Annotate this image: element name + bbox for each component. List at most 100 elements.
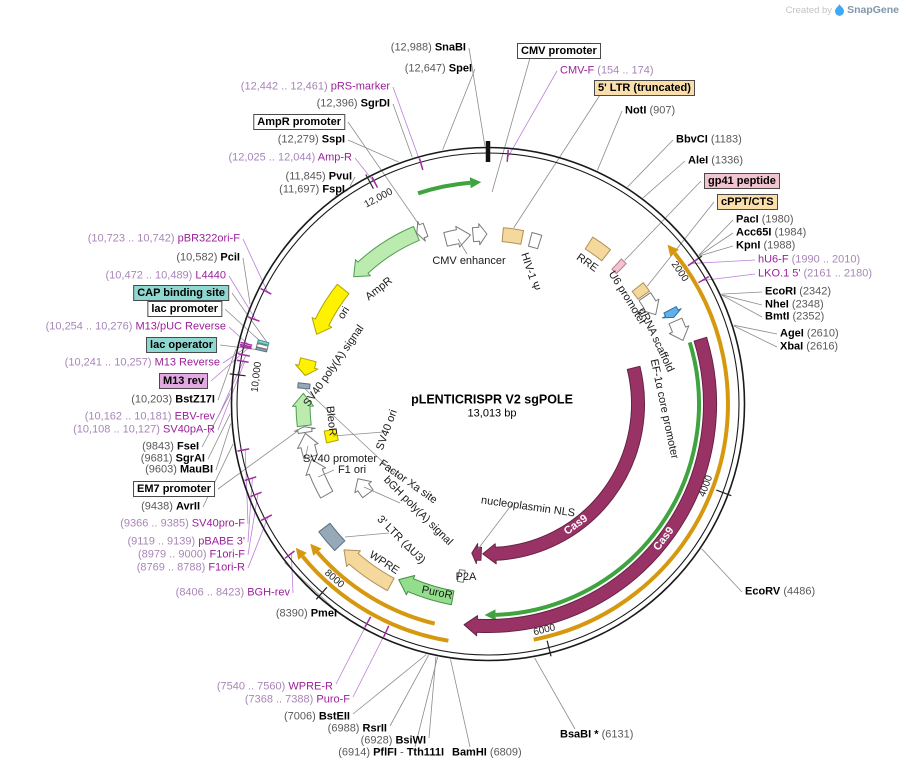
leader-5-ltr-truncated-label [513, 94, 601, 229]
callout-rsrii-text: RsrII [362, 722, 387, 735]
callout-sgrdi-text: SgrDI [360, 97, 390, 110]
callout-ecori: EcoRI (2342) [765, 286, 831, 299]
callout-lko-1-5-text: (2161 .. 2180) [803, 267, 873, 280]
feature-ori [311, 283, 350, 335]
primer-tick-l4440 [248, 316, 260, 322]
callout-sgrdi: (12,396) SgrDI [317, 98, 390, 111]
feature-em7-promoter [293, 426, 316, 434]
orf-green-top-arrowhead [469, 177, 482, 189]
callout-ecorv-text: (4486) [783, 585, 816, 598]
callout-m13-reverse-text: M13 Reverse [154, 356, 220, 369]
callout-cmv-f: CMV-F (154 .. 174) [560, 65, 654, 78]
tick-8000 [315, 586, 328, 600]
callout-ampr-promoter-label: AmpR promoter [253, 114, 345, 130]
callout-avrii: (9438) AvrII [141, 501, 200, 514]
bleor-label: BleoR [324, 405, 339, 436]
callout-ampr-promoter-label-text: AmpR promoter [257, 116, 341, 128]
leader-m13-reverse [222, 345, 249, 364]
callout-fsei-text: (9843) [142, 440, 177, 453]
orf-green-top [417, 180, 471, 196]
orf-gold-left-outer-arrowhead [295, 547, 307, 560]
callout-spei: (12,647) SpeI [405, 63, 472, 76]
primer-tick-wpre-r [364, 616, 372, 628]
leader-sspi [347, 139, 399, 163]
callout-f1ori-r-text: F1ori-R [208, 561, 245, 574]
callout-pbabe-3-text: pBABE 3' [198, 535, 245, 548]
callout-ebv-rev-text: (10,162 .. 10,181) [84, 410, 175, 423]
leader-sgrai [207, 413, 231, 460]
primer-tick-m13-puc-reverse [240, 341, 253, 347]
callout-ecori-text: (2342) [799, 285, 832, 298]
callout-fsei: (9843) FseI [142, 441, 199, 454]
primer-tick-pbabe-3 [244, 476, 257, 482]
callout-cmv-promoter-label-text: CMV promoter [521, 45, 597, 57]
callout-maubi-text: MauBI [180, 463, 213, 476]
callout-bsiwi: (6928) BsiWI [361, 735, 426, 748]
callout-pmei-text: PmeI [310, 607, 337, 620]
inner-leader-6 [344, 532, 390, 538]
callout-xbai-text: (2616) [806, 340, 839, 353]
feature-ampr-promoter [416, 221, 429, 242]
feature-cas9-inner [482, 365, 645, 565]
leader-bamhi [450, 659, 471, 748]
callout-nhei: NheI (2348) [765, 299, 824, 312]
leader-bbvci [627, 139, 674, 188]
inner-leader-1 [332, 431, 385, 437]
feature-cppt-cts [631, 282, 650, 300]
callout-acc65i: Acc65I (1984) [736, 227, 806, 240]
callout-bsabi-text: (6131) [601, 728, 634, 741]
callout-cmv-f-text: (154 .. 174) [597, 64, 654, 77]
snapgene-logo-icon [835, 4, 845, 16]
callout-bgh-rev-text: (8406 .. 8423) [175, 586, 248, 599]
feature-lac-promoter [256, 342, 269, 350]
callout-m13-rev-label-text: M13 rev [163, 375, 204, 387]
callout-pflfi-tth111i: (6914) PflFI - Tth111I [338, 747, 444, 760]
callout-bsiwi-text: (6928) [360, 734, 396, 747]
tick-10,000 [229, 373, 246, 377]
feature-cap-binding-site [257, 339, 270, 346]
callout-em7-promoter-label-text: EM7 promoter [137, 483, 211, 495]
primer-tick-cmv-f [506, 149, 509, 162]
callout-m13-reverse-text: (10,241 .. 10,257) [64, 356, 155, 369]
callout-pmei-text: (8390) [275, 607, 311, 620]
callout-f1ori-f-text: F1ori-F [209, 548, 245, 561]
callout-pflfi-tth111i-text: - [396, 746, 407, 759]
leader-pflfi-tth111i [414, 656, 438, 748]
callout-f1ori-f-text: (8979 .. 9000) [137, 548, 210, 561]
primer-tick-puro-f [383, 625, 390, 638]
feature-bleor [292, 392, 314, 428]
callout-wpre-r-text: (7540 .. 7560) [216, 680, 289, 693]
callout-kpni: KpnI (1988) [736, 240, 795, 253]
leader-bsiwi [428, 656, 437, 739]
callout-xbai: XbaI (2616) [780, 341, 838, 354]
leader-f1ori-f [247, 493, 259, 556]
callout-amp-r-text: (12,025 .. 12,044) [228, 151, 318, 164]
callout-noti: NotI (907) [625, 105, 675, 118]
callout-bgh-rev: (8406 .. 8423) BGH-rev [176, 587, 290, 600]
cmv-enhancer-label: CMV enhancer [432, 255, 506, 267]
callout-ecori-text: EcoRI [765, 285, 800, 298]
callout-alei-text: AleI [688, 154, 712, 167]
callout-pbr322ori-f-text: (10,723 .. 10,742) [87, 232, 178, 245]
leader-pbr322ori-f [242, 238, 269, 293]
leader-cmv-f [507, 70, 558, 158]
callout-bmti-text: BmtI [765, 310, 793, 323]
p2a-label: P2A [456, 571, 477, 583]
leader-f1ori-r [247, 516, 269, 569]
feature-sv40-ori [323, 428, 339, 444]
primer-tick-amp-r [371, 176, 379, 188]
leader-xbai [733, 325, 778, 348]
callout-sv40pro-f-text: SV40pro-F [191, 517, 245, 530]
callout-hu6-f-text: hU6-F [758, 253, 792, 266]
leader-ecorv [701, 548, 743, 593]
callout-wpre-r: (7540 .. 7560) WPRE-R [217, 681, 333, 694]
callout-puro-f: (7368 .. 7388) Puro-F [245, 694, 350, 707]
primer-tick-m13-rev [239, 345, 252, 350]
callout-bsteii: (7006) BstEII [284, 711, 350, 724]
feature-cas9 [463, 336, 717, 637]
callout-spei-text: SpeI [448, 62, 472, 75]
sv40-promoter-label: SV40 promoter [303, 453, 377, 465]
callout-cppt-cts-label: cPPT/CTS [717, 194, 778, 210]
feature-3-ltr-delta-u3 [318, 522, 346, 551]
